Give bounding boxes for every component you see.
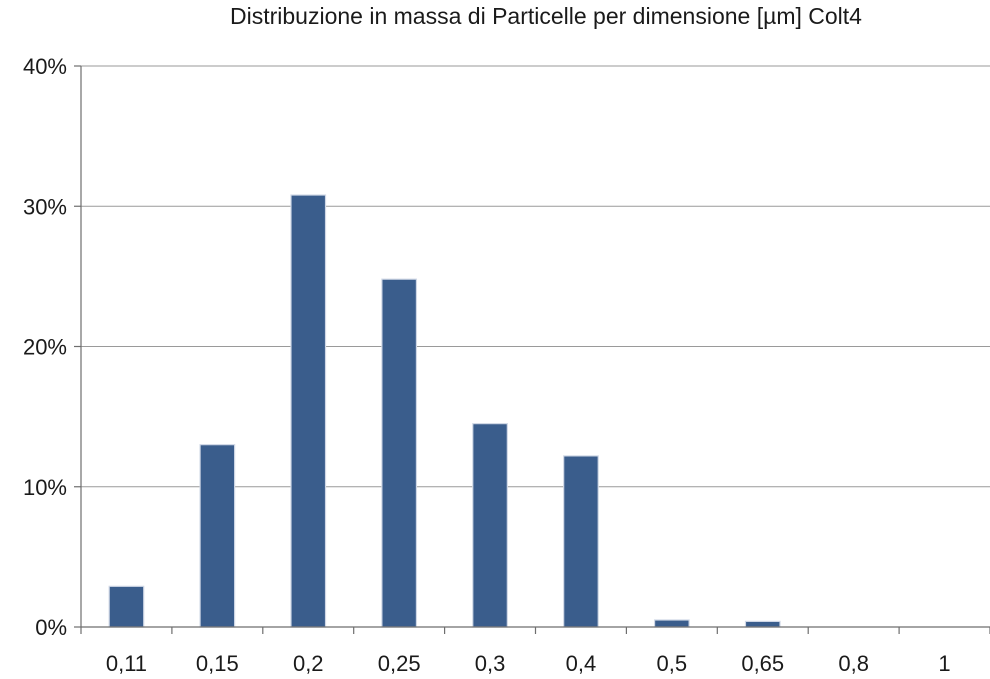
gridlines xyxy=(81,65,990,488)
bar-0-5 xyxy=(653,619,690,628)
x-tick-label: 0,8 xyxy=(838,651,869,676)
x-tick-label: 0,4 xyxy=(566,651,597,676)
x-tick-label: 0,15 xyxy=(196,651,239,676)
y-tick-label: 20% xyxy=(23,335,67,360)
x-axis xyxy=(80,66,990,634)
bar-0-11 xyxy=(108,585,145,628)
y-tick-label: 10% xyxy=(23,475,67,500)
bar-0-3 xyxy=(472,423,508,628)
bar-0-15 xyxy=(199,444,236,628)
bar-0-25 xyxy=(381,278,418,628)
x-tick-label: 0,5 xyxy=(657,651,688,676)
bar-0-65 xyxy=(744,620,781,628)
bar-0-2 xyxy=(290,194,327,628)
bars xyxy=(108,194,781,628)
chart-title: Distribuzione in massa di Particelle per… xyxy=(230,3,862,29)
x-tick-label: 0,2 xyxy=(293,651,324,676)
y-axis: 0% 10% 20% 30% 40% xyxy=(23,54,81,640)
x-tick-label: 1 xyxy=(938,651,950,676)
x-tick-label: 0,3 xyxy=(475,651,506,676)
y-tick-label: 40% xyxy=(23,54,67,79)
x-tick-label: 0,11 xyxy=(106,651,147,676)
x-tick-labels: 0,11 0,15 0,2 0,25 0,3 0,4 0,5 0,65 0,8 1 xyxy=(106,651,951,676)
x-tick-label: 0,25 xyxy=(378,651,421,676)
x-tick-label: 0,65 xyxy=(741,651,784,676)
y-tick-label: 0% xyxy=(35,615,67,640)
bar-0-4 xyxy=(563,455,599,628)
y-tick-label: 30% xyxy=(23,194,67,219)
